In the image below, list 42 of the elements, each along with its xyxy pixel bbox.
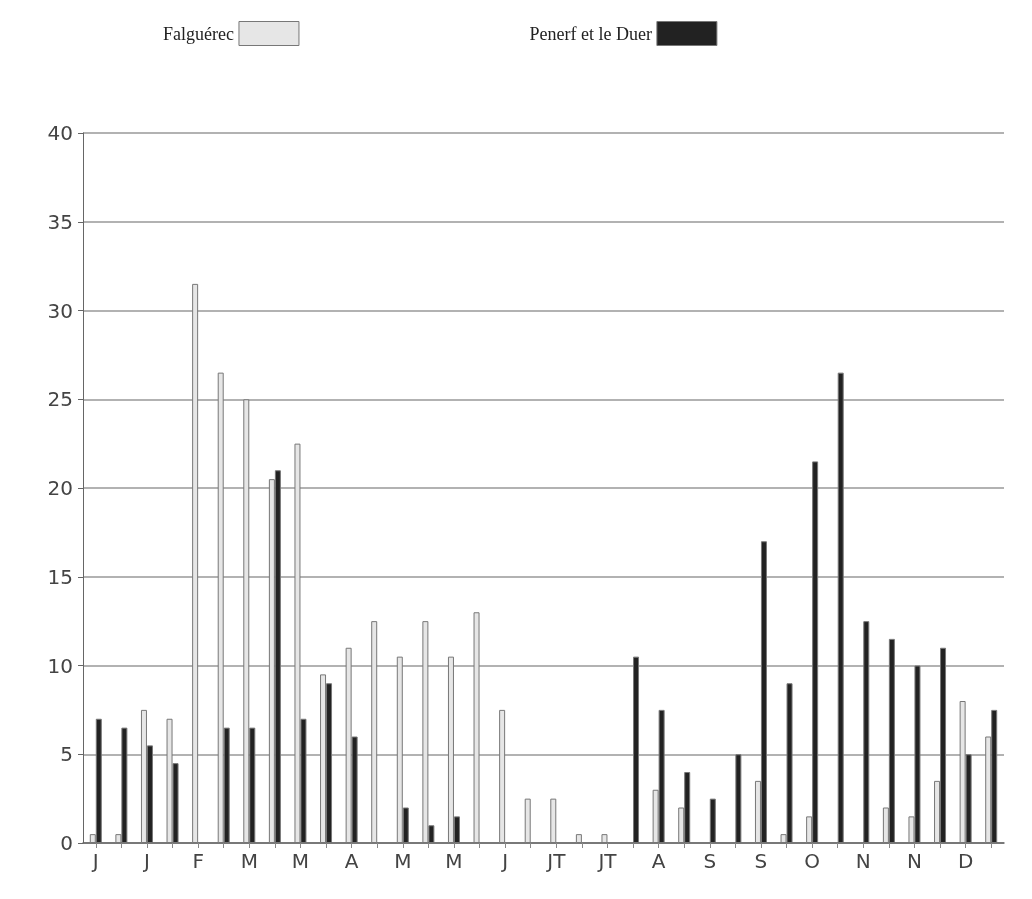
y-tick-label: 15 [47,564,73,589]
y-tick-label: 35 [47,209,73,234]
legend-label: Falguérec [162,23,234,44]
x-tick-label: S [754,849,768,873]
x-tick-label: J [90,849,99,873]
bar [735,754,742,843]
bar [499,709,506,843]
x-tick-label: M [445,849,463,873]
y-tick-label: 0 [60,831,73,855]
y-tick-label: 20 [47,476,73,500]
x-tick-label: J [142,849,150,873]
bar [550,798,557,843]
x-tick-label: A [651,849,666,873]
bar [473,612,480,843]
x-tick-label: S [703,849,717,873]
bar [863,621,870,843]
y-tick-label: 30 [47,298,73,323]
x-tick-label: JT [545,849,567,873]
y-tick-label: 5 [60,742,73,767]
x-tick-label: N [906,849,922,873]
bar [633,656,640,843]
bar [371,621,378,843]
bar [601,834,608,843]
bar [709,798,716,843]
x-tick-label: A [344,849,359,873]
x-tick-label: M [394,849,412,873]
x-tick-label: M [291,849,310,873]
x-tick-label: F [192,849,204,873]
x-tick-label: D [957,849,974,873]
legend-label: Penerf et le Duer [529,23,652,44]
x-tick-label: JT [596,849,618,873]
x-tick-label: N [855,849,871,873]
x-tick-label: O [804,849,820,873]
y-tick-label: 40 [47,121,73,145]
y-tick-label: 10 [47,653,73,678]
y-tick-label: 25 [47,387,73,412]
bar [837,372,844,843]
x-tick-label: M [240,849,258,873]
bar [524,798,531,843]
bar [575,834,582,843]
x-tick-label: J [500,849,509,873]
bar [192,283,199,843]
